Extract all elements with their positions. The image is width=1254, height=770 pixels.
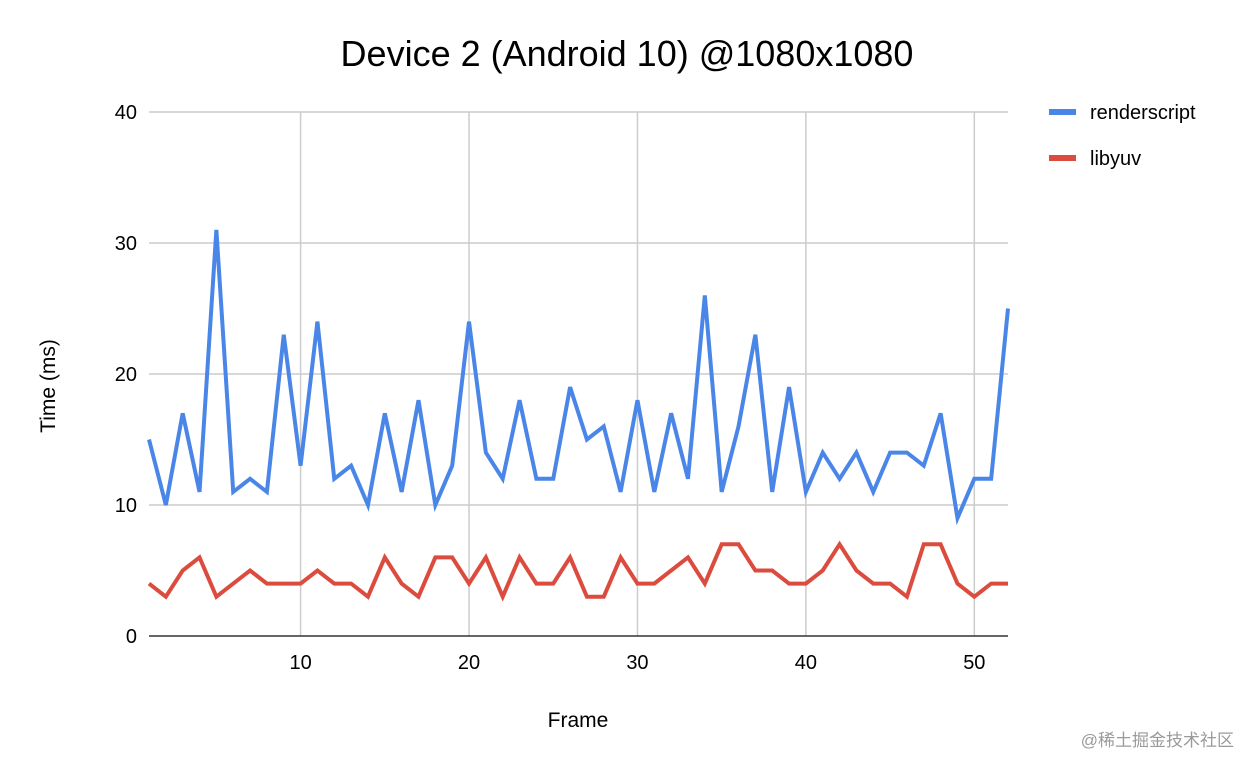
- legend-swatch-renderscript: [1049, 109, 1076, 115]
- grid-lines: [149, 111, 1008, 636]
- series-line-renderscript: [147, 229, 1010, 526]
- legend: renderscript libyuv: [1049, 102, 1196, 170]
- legend-label-libyuv: libyuv: [1090, 148, 1141, 170]
- y-tick-label: 10: [115, 495, 137, 517]
- x-tick-label: 50: [963, 652, 985, 674]
- y-tick-label: 20: [115, 364, 137, 386]
- x-tick-label: 10: [289, 652, 311, 674]
- tick-labels: 0 10 20 30 40 10 20 30 40 50: [115, 102, 986, 674]
- x-tick-label: 20: [458, 652, 480, 674]
- series-lines: [147, 229, 1010, 602]
- y-axis-label: Time (ms): [37, 339, 60, 433]
- y-tick-label: 30: [115, 233, 137, 255]
- legend-label-renderscript: renderscript: [1090, 102, 1196, 124]
- series-line-libyuv: [147, 540, 1008, 602]
- chart-title: Device 2 (Android 10) @1080x1080: [341, 33, 914, 74]
- y-tick-label: 40: [115, 102, 137, 124]
- legend-swatch-libyuv: [1049, 155, 1076, 161]
- watermark-text: @稀土掘金技术社区: [1081, 731, 1234, 750]
- y-tick-label: 0: [126, 626, 137, 648]
- x-tick-label: 40: [795, 652, 817, 674]
- x-axis-label: Frame: [548, 709, 609, 732]
- x-tick-label: 30: [626, 652, 648, 674]
